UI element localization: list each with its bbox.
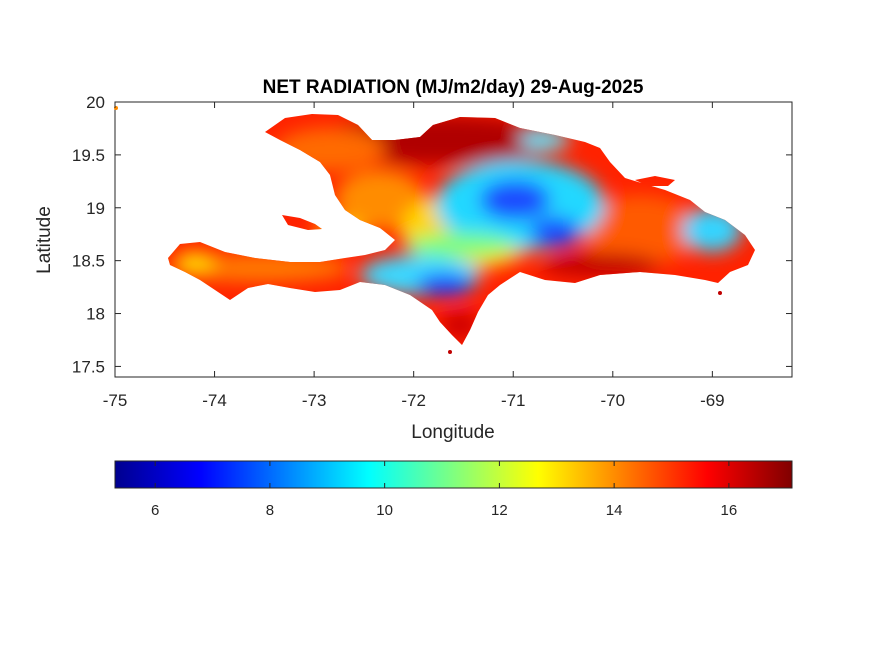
region-plain-green: [405, 233, 515, 257]
region-central-haiti-orange: [335, 170, 425, 230]
colorbar-tick-label: 10: [376, 502, 393, 519]
y-tick-label: 19.5: [72, 146, 105, 165]
region-bahoruco-blue: [417, 274, 473, 296]
x-axis-label: Longitude: [411, 422, 494, 443]
colorbar-tick-label: 16: [721, 502, 738, 519]
colorbar: [114, 460, 793, 489]
beata-island: [448, 350, 452, 354]
x-tick-label: -72: [401, 391, 426, 410]
x-tick-label: -74: [202, 391, 227, 410]
y-axis-label: Latitude: [34, 206, 55, 274]
region-west-yellow: [175, 252, 215, 272]
saona-island: [718, 291, 722, 295]
y-axis-ticks: 17.5 18 18.5 19 19.5 20: [72, 93, 792, 376]
x-tick-label: -71: [501, 391, 526, 410]
chart-title: NET RADIATION (MJ/m2/day) 29-Aug-2025: [263, 77, 644, 98]
region-central-cordillera-blue: [480, 180, 550, 220]
region-east-orange: [580, 195, 700, 265]
region-central-east-blue: [530, 217, 580, 247]
y-tick-label: 20: [86, 93, 105, 112]
y-tick-label: 19: [86, 199, 105, 218]
y-tick-label: 17.5: [72, 357, 105, 376]
colorbar-tick-label: 8: [266, 502, 274, 519]
x-tick-label: -73: [302, 391, 327, 410]
colorbar-tick-label: 6: [151, 502, 159, 519]
x-tick-label: -70: [601, 391, 626, 410]
colorbar-tick-label: 14: [606, 502, 623, 519]
x-axis-ticks: -75 -74 -73 -72 -71 -70 -69: [103, 102, 725, 410]
colorbar-ticks: 6 8 10 12 14 16: [151, 461, 737, 519]
region-southeast-hot: [540, 253, 660, 277]
x-tick-label: -75: [103, 391, 128, 410]
y-tick-label: 18.5: [72, 252, 105, 271]
y-tick-label: 18: [86, 305, 105, 324]
x-tick-label: -69: [700, 391, 725, 410]
colorbar-tick-label: 12: [491, 502, 508, 519]
